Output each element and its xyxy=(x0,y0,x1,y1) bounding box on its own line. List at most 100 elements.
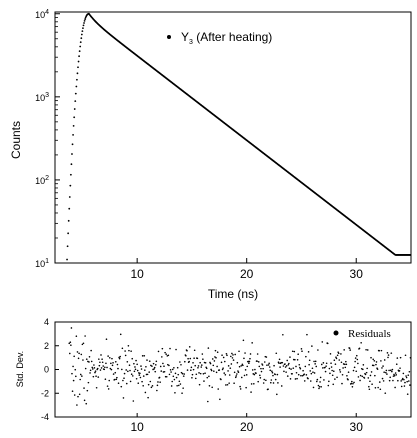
residual-point xyxy=(149,380,152,383)
residual-point xyxy=(69,341,72,343)
residual-point xyxy=(239,385,241,388)
residual-point xyxy=(270,379,273,381)
residual-point xyxy=(334,363,337,365)
residual-point xyxy=(194,377,197,380)
residual-point xyxy=(371,383,373,386)
residual-point xyxy=(248,360,251,363)
residual-point xyxy=(383,371,385,374)
residual-point xyxy=(191,376,193,379)
residual-point xyxy=(86,389,89,392)
residual-point xyxy=(406,393,409,395)
residual-point xyxy=(144,369,146,371)
residual-point xyxy=(262,367,264,370)
residual-point xyxy=(276,393,278,396)
residual-point xyxy=(71,372,73,375)
residuals-x-ticks: 10 20 30 xyxy=(130,413,363,434)
residual-point xyxy=(115,378,118,381)
decay-y-tick-label: 104 xyxy=(35,9,49,20)
residual-point xyxy=(299,366,301,369)
residual-point xyxy=(85,358,88,360)
decay-legend-label: Y3 (After heating) xyxy=(181,30,272,46)
residual-point xyxy=(227,365,230,367)
residual-point xyxy=(242,339,245,342)
residual-point xyxy=(177,384,180,387)
residual-point xyxy=(102,365,104,367)
residual-point xyxy=(251,369,254,371)
decay-data-point xyxy=(76,72,79,75)
residual-point xyxy=(141,380,143,383)
residual-point xyxy=(362,368,364,371)
residual-point xyxy=(372,358,375,361)
residual-point xyxy=(399,356,402,359)
residual-point xyxy=(124,350,126,352)
residual-point xyxy=(259,374,261,377)
residual-point xyxy=(279,366,281,368)
decay-data-point xyxy=(73,108,76,110)
residual-point xyxy=(253,383,255,385)
residual-point xyxy=(139,372,141,375)
residual-point xyxy=(213,370,215,372)
residual-point xyxy=(198,383,201,386)
residual-point xyxy=(76,404,78,406)
residual-point xyxy=(230,355,232,358)
decay-x-axis-label: Time (ns) xyxy=(208,287,258,301)
residual-point xyxy=(72,379,75,382)
residual-point xyxy=(194,364,197,367)
residual-point xyxy=(172,375,175,378)
residual-point xyxy=(321,341,324,343)
residual-point xyxy=(85,402,88,405)
residual-point xyxy=(165,375,168,378)
residual-point xyxy=(176,384,178,387)
residual-point xyxy=(233,371,236,374)
residual-point xyxy=(117,367,119,370)
residual-point xyxy=(168,364,170,367)
residuals-x-tick-label: 30 xyxy=(350,420,364,434)
residual-point xyxy=(211,358,214,360)
residual-point xyxy=(225,384,227,386)
residuals-y-ticks: -4 -2 0 2 4 xyxy=(41,317,59,422)
residual-point xyxy=(155,360,158,363)
residual-point xyxy=(305,355,307,358)
residual-point xyxy=(328,367,331,370)
residual-point xyxy=(135,377,138,380)
residuals-y-axis-label: Std. Dev. xyxy=(15,351,25,387)
residual-point xyxy=(109,367,112,370)
residual-point xyxy=(359,379,361,382)
residual-point xyxy=(119,333,122,336)
residual-point xyxy=(319,376,322,379)
residual-point xyxy=(297,373,300,376)
residual-point xyxy=(336,376,338,379)
residual-point xyxy=(77,357,80,360)
residual-point xyxy=(383,359,386,361)
residual-point xyxy=(353,381,355,384)
residual-point xyxy=(93,367,96,369)
residual-point xyxy=(143,355,146,357)
residual-point xyxy=(100,354,102,356)
residual-point xyxy=(214,356,216,358)
residual-point xyxy=(84,367,87,370)
residual-point xyxy=(401,377,404,380)
decay-x-tick-label: 20 xyxy=(240,267,254,281)
residual-point xyxy=(402,372,405,375)
residual-point xyxy=(238,365,241,368)
residual-point xyxy=(274,373,276,376)
residual-point xyxy=(286,359,289,362)
residual-point xyxy=(362,364,365,366)
residual-point xyxy=(68,342,71,345)
residual-point xyxy=(70,344,72,346)
residuals-x-tick-label: 20 xyxy=(240,420,254,434)
residual-point xyxy=(342,367,344,369)
residual-point xyxy=(314,363,316,365)
residual-point xyxy=(307,377,309,380)
decay-y-tick-label: 102 xyxy=(35,175,49,186)
decay-data-point xyxy=(68,207,71,210)
residual-point xyxy=(278,358,281,361)
residual-point xyxy=(204,361,207,364)
residual-point xyxy=(95,375,97,377)
residuals-y-tick-label: 4 xyxy=(44,317,49,327)
residual-point xyxy=(356,358,359,361)
residual-point xyxy=(301,374,304,377)
residual-point xyxy=(300,374,302,377)
residual-point xyxy=(325,362,328,365)
residual-point xyxy=(135,359,137,362)
